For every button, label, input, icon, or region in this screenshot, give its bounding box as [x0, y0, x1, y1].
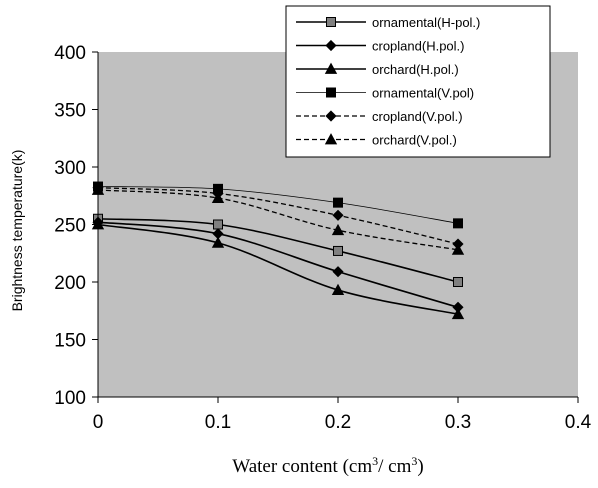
data-point [211, 191, 225, 203]
legend-item-label: cropland(V.pol.) [372, 109, 463, 124]
legend-box [285, 5, 551, 158]
data-point [211, 236, 225, 248]
y-tick-label: 350 [54, 101, 86, 122]
legend-item-label: cropland(H.pol.) [372, 39, 465, 54]
x-tick-label: 0.2 [325, 412, 351, 433]
series-line [97, 189, 459, 251]
x-axis-label-part: Water content (cm [232, 456, 372, 477]
x-tick-label: 0.4 [565, 412, 592, 433]
y-axis-label: Brightness temperature(k) [9, 150, 25, 312]
y-axis-ticks: 100 150 200 250 300 350 400 [54, 43, 98, 409]
legend-swatch-marker [324, 62, 338, 74]
x-tick-label: 0.3 [445, 412, 471, 433]
data-point [332, 266, 344, 278]
series-1 [92, 216, 464, 313]
x-axis-label-part: ) [417, 456, 423, 477]
data-point [453, 277, 463, 287]
data-point [333, 245, 343, 256]
y-tick-label: 400 [54, 43, 86, 64]
legend-item-label: orchard(H.pol.) [372, 62, 459, 77]
data-point [333, 197, 343, 208]
legend-swatch-marker [324, 133, 338, 145]
y-tick-label: 100 [54, 388, 86, 409]
data-point [451, 307, 465, 320]
legend-swatch-marker [326, 17, 336, 27]
legend-swatch-marker [326, 87, 336, 98]
y-tick-label: 200 [54, 273, 86, 294]
y-tick-label: 250 [54, 216, 86, 237]
legend-item-label: ornamental(H-pol.) [372, 15, 480, 30]
data-point [453, 218, 463, 229]
series-2 [91, 218, 465, 320]
x-axis-ticks: 0 0.1 0.2 0.3 0.4 [93, 397, 592, 433]
data-point [213, 219, 223, 230]
y-tick-label: 150 [54, 331, 86, 352]
series-layer [91, 181, 465, 320]
x-axis-label-sup: 3 [372, 454, 378, 468]
x-tick-label: 0.1 [205, 412, 231, 433]
data-point [331, 223, 345, 236]
series-line [97, 221, 459, 309]
series-line [97, 187, 459, 245]
series-line [97, 217, 459, 283]
data-point [451, 243, 465, 255]
x-axis-label-part: / cm [378, 456, 411, 477]
series-line [97, 186, 459, 224]
legend-swatch-marker [325, 39, 337, 52]
y-tick-label: 300 [54, 158, 86, 179]
x-axis-label-sup: 3 [411, 454, 417, 468]
series-line [97, 223, 459, 315]
legend-item-label: orchard(V.pol.) [372, 133, 457, 148]
x-tick-label: 0 [93, 412, 104, 433]
data-point [331, 283, 345, 295]
legend-swatch-marker [325, 110, 337, 122]
legend-item-label: ornamental(V.pol) [372, 86, 474, 101]
legend: ornamental(H-pol.) cropland(H.pol.) orchar… [285, 5, 551, 158]
data-point [332, 209, 344, 221]
x-axis-label: Water content (cm3/ cm3) [232, 454, 423, 477]
